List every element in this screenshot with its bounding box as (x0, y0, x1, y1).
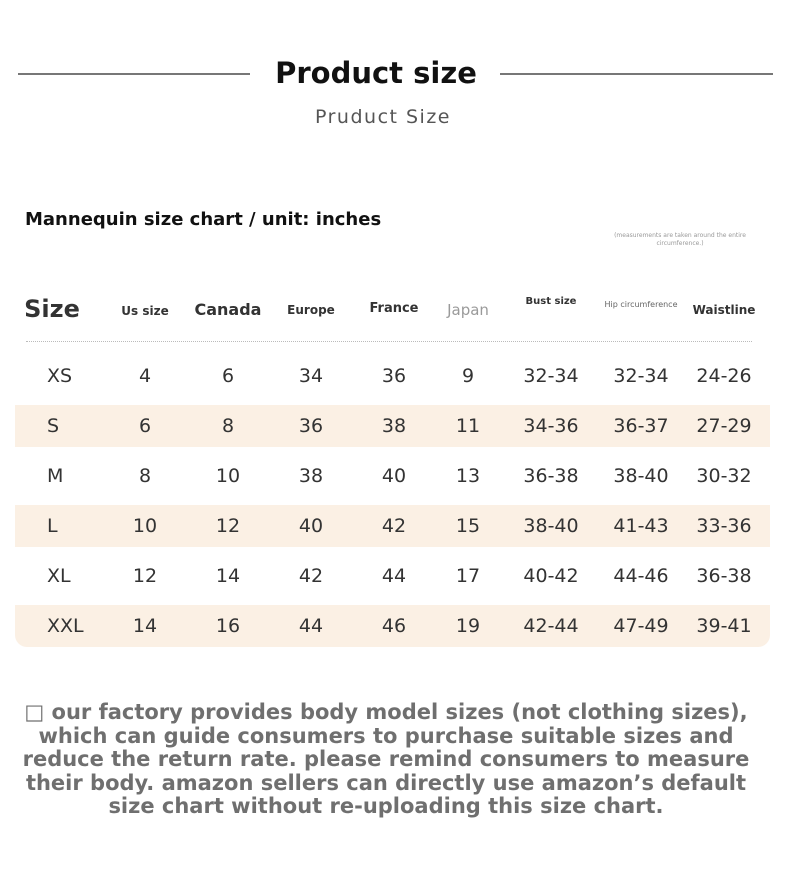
cell-france: 38 (381, 415, 407, 437)
cell-japan: 13 (455, 465, 481, 487)
cell-size: L (47, 515, 58, 537)
col-header-europe: Europe (287, 303, 335, 317)
table-row: XXL 14 16 44 46 19 42-44 47-49 39-41 (15, 605, 770, 647)
cell-france: 42 (381, 515, 407, 537)
header-divider (26, 341, 752, 342)
col-header-waistline: Waistline (692, 303, 756, 317)
cell-waist: 27-29 (696, 415, 752, 437)
cell-france: 46 (381, 615, 407, 637)
cell-bust: 36-38 (523, 465, 579, 487)
cell-europe: 44 (298, 615, 324, 637)
cell-waist: 30-32 (696, 465, 752, 487)
cell-us-size: 6 (138, 415, 152, 437)
cell-japan: 15 (455, 515, 481, 537)
cell-europe: 36 (298, 415, 324, 437)
cell-waist: 39-41 (696, 615, 752, 637)
cell-japan: 19 (455, 615, 481, 637)
cell-bust: 32-34 (523, 365, 579, 387)
cell-us-size: 14 (132, 615, 158, 637)
cell-japan: 11 (455, 415, 481, 437)
table-row: XS 4 6 34 36 9 32-34 32-34 24-26 (15, 355, 770, 397)
footer-notice: □ our factory provides body model sizes … (22, 700, 750, 818)
cell-us-size: 10 (132, 515, 158, 537)
cell-canada: 16 (215, 615, 241, 637)
table-row: M 8 10 38 40 13 36-38 38-40 30-32 (15, 455, 770, 497)
cell-waist: 36-38 (696, 565, 752, 587)
measurement-note: (measurements are taken around the entir… (614, 232, 746, 247)
cell-size: XS (47, 365, 73, 387)
cell-japan: 17 (455, 565, 481, 587)
cell-size: XL (47, 565, 71, 587)
cell-bust: 40-42 (523, 565, 579, 587)
cell-canada: 6 (221, 365, 235, 387)
cell-size: S (47, 415, 60, 437)
header-divider-left (18, 73, 250, 75)
cell-canada: 12 (215, 515, 241, 537)
cell-canada: 14 (215, 565, 241, 587)
cell-hip: 36-37 (613, 415, 669, 437)
cell-bust: 38-40 (523, 515, 579, 537)
table-row: L 10 12 40 42 15 38-40 41-43 33-36 (15, 505, 770, 547)
cell-europe: 40 (298, 515, 324, 537)
cell-france: 44 (381, 565, 407, 587)
cell-europe: 38 (298, 465, 324, 487)
cell-canada: 10 (215, 465, 241, 487)
cell-bust: 34-36 (523, 415, 579, 437)
col-header-size: Size (24, 295, 80, 323)
cell-us-size: 4 (138, 365, 152, 387)
cell-size: M (47, 465, 64, 487)
cell-hip: 38-40 (613, 465, 669, 487)
cell-canada: 8 (221, 415, 235, 437)
cell-hip: 44-46 (613, 565, 669, 587)
cell-france: 36 (381, 365, 407, 387)
cell-hip: 47-49 (613, 615, 669, 637)
header-divider-right (500, 73, 773, 75)
table-header: Size Us size Canada Europe France Japan … (0, 292, 790, 332)
col-header-bust-size: Bust size (525, 296, 577, 307)
cell-europe: 34 (298, 365, 324, 387)
col-header-hip-circumference: Hip circumference (604, 300, 678, 309)
cell-bust: 42-44 (523, 615, 579, 637)
cell-hip: 32-34 (613, 365, 669, 387)
chart-label: Mannequin size chart / unit: inches (25, 209, 382, 230)
table-row: S 6 8 36 38 11 34-36 36-37 27-29 (15, 405, 770, 447)
cell-europe: 42 (298, 565, 324, 587)
cell-us-size: 12 (132, 565, 158, 587)
col-header-japan: Japan (447, 301, 489, 319)
cell-japan: 9 (461, 365, 475, 387)
cell-waist: 33-36 (696, 515, 752, 537)
page-title: Product size (275, 56, 477, 90)
col-header-us-size: Us size (121, 304, 169, 318)
table-row: XL 12 14 42 44 17 40-42 44-46 36-38 (15, 555, 770, 597)
cell-hip: 41-43 (613, 515, 669, 537)
cell-size: XXL (47, 615, 84, 637)
cell-waist: 24-26 (696, 365, 752, 387)
col-header-france: France (369, 301, 419, 316)
cell-us-size: 8 (138, 465, 152, 487)
cell-france: 40 (381, 465, 407, 487)
page-subtitle: Pruduct Size (314, 106, 452, 128)
col-header-canada: Canada (194, 300, 262, 319)
